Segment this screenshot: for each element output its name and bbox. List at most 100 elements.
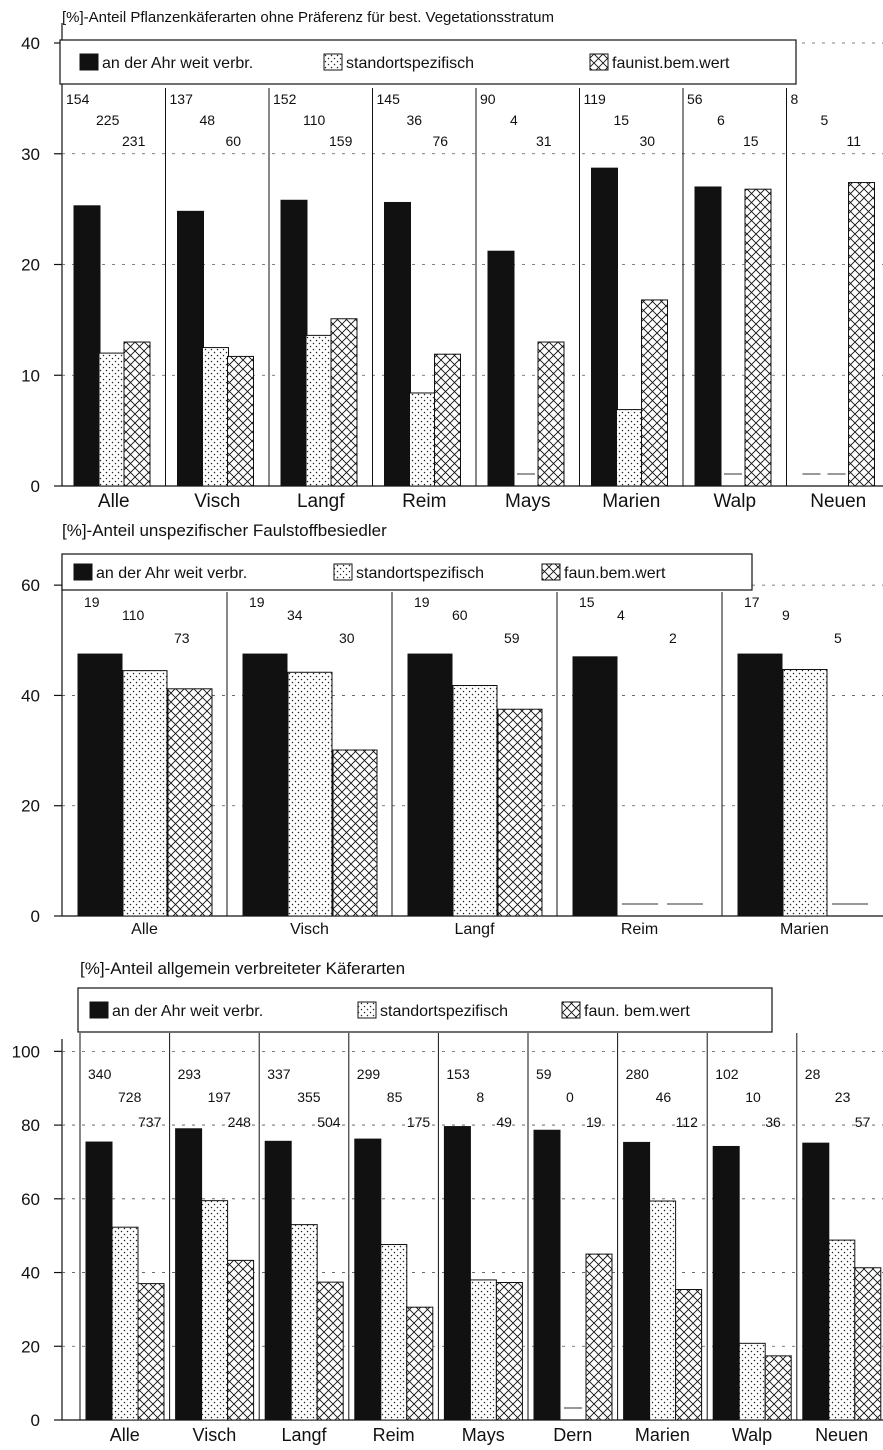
category-label: Marien [602,491,660,512]
bar-crosshatch-visch [227,355,254,487]
bar-solid-marien [591,167,618,487]
bar-solid-walp [712,1145,740,1421]
bar-crosshatch-langf [316,1281,344,1421]
y-tick-label: 0 [31,1411,40,1430]
count-label: 19 [586,1114,602,1130]
y-tick-label: 20 [21,1337,40,1356]
count-label: 112 [676,1114,699,1130]
category-label: Alle [110,1425,140,1445]
bar-solid-mays [487,250,515,487]
bar-dots-visch [201,1200,229,1421]
bar-crosshatch-langf [497,708,543,917]
count-label: 8 [476,1089,484,1105]
category-label: Visch [194,491,240,512]
count-label: 57 [855,1114,871,1130]
category-label: Walp [732,1425,772,1445]
bar-dots-langf [305,334,333,487]
count-label: 102 [715,1066,739,1082]
y-tick-label: 40 [21,1264,40,1283]
count-label: 159 [329,133,353,149]
y-tick-label: 20 [21,256,40,275]
count-label: 0 [566,1089,574,1105]
bar-crosshatch-visch [332,749,378,917]
legend-label: an der Ahr weit verbr. [112,1003,263,1020]
y-tick-label: 100 [12,1042,40,1061]
category-label: Mays [462,1425,505,1445]
count-label: 34 [287,607,303,623]
count-label: 8 [791,91,799,107]
chart-panel-1: [%]-Anteil Pflanzenkäferarten ohne Präfe… [21,9,883,512]
count-label: 280 [626,1066,650,1082]
count-label: 85 [387,1089,403,1105]
chart-title: [%]-Anteil Pflanzenkäferarten ohne Präfe… [62,9,554,26]
bar-crosshatch-reim [406,1306,434,1421]
count-label: 30 [640,133,656,149]
bar-solid-alle [77,653,123,917]
count-label: 337 [267,1066,291,1082]
count-label: 5 [834,630,842,646]
y-tick-label: 60 [21,576,40,595]
legend-swatch-dots [333,563,353,581]
bar-crosshatch-visch [227,1259,255,1421]
count-label: 17 [744,594,760,610]
bar-crosshatch-mays [537,341,565,487]
count-label: 56 [687,91,703,107]
legend-label: faunist.bem.wert [612,55,730,72]
bar-solid-langf [264,1140,292,1421]
chart-title: [%]-Anteil unspezifischer Faulstoffbesie… [62,521,387,540]
bar-crosshatch-marien [641,299,668,487]
count-label: 15 [614,112,630,128]
y-tick-label: 40 [21,686,40,705]
count-label: 30 [339,630,355,646]
count-label: 119 [584,91,607,107]
bar-dots-reim [380,1244,408,1421]
legend-swatch-crosshatch [589,53,609,71]
y-tick-label: 80 [21,1116,40,1135]
bar-dots-alle [98,352,126,487]
count-label: 6 [717,112,725,128]
y-tick-label: 40 [21,34,40,53]
legend: an der Ahr weit verbr. standortspezifisch… [61,553,753,591]
bar-solid-langf [280,199,308,487]
bar-solid-reim [354,1138,382,1421]
bar-solid-visch [242,653,288,917]
chart-title: [%]-Anteil allgemein verbreiteter Käfera… [80,959,405,978]
category-label: Alle [98,491,130,512]
bar-dots-neuen [828,1239,856,1421]
bar-crosshatch-neuen [848,182,875,487]
y-tick-label: 0 [31,907,40,926]
legend-label: standortspezifisch [346,55,474,72]
bar-dots-walp [738,1342,766,1421]
count-label: 110 [122,607,145,623]
category-label: Alle [131,921,158,938]
category-label: Langf [454,921,495,938]
category-label: Langf [281,1425,327,1445]
bar-dots-langf [452,685,498,917]
bar-dots-alle [111,1226,139,1421]
bar-crosshatch-reim [434,353,461,487]
bar-crosshatch-alle [123,341,151,487]
bar-solid-marien [623,1141,651,1421]
count-label: 73 [174,630,190,646]
count-label: 4 [510,112,518,128]
bar-crosshatch-walp [764,1355,792,1421]
count-label: 355 [297,1089,321,1105]
count-label: 154 [66,91,90,107]
count-label: 36 [407,112,423,128]
y-tick-label: 20 [21,797,40,816]
legend-swatch-crosshatch [541,563,561,581]
bar-solid-dern [533,1129,561,1421]
count-label: 10 [745,1089,761,1105]
count-label: 31 [536,133,552,149]
bar-solid-reim [384,201,411,487]
bar-crosshatch-mays [495,1281,523,1421]
bar-crosshatch-alle [167,688,213,917]
legend: an der Ahr weit verbr. standortspezifisch… [59,39,797,85]
count-label: 248 [228,1114,252,1130]
count-label: 145 [377,91,401,107]
count-label: 19 [414,594,430,610]
legend-label: standortspezifisch [380,1003,508,1020]
count-label: 2 [669,630,677,646]
legend-swatch-crosshatch [561,1001,581,1019]
